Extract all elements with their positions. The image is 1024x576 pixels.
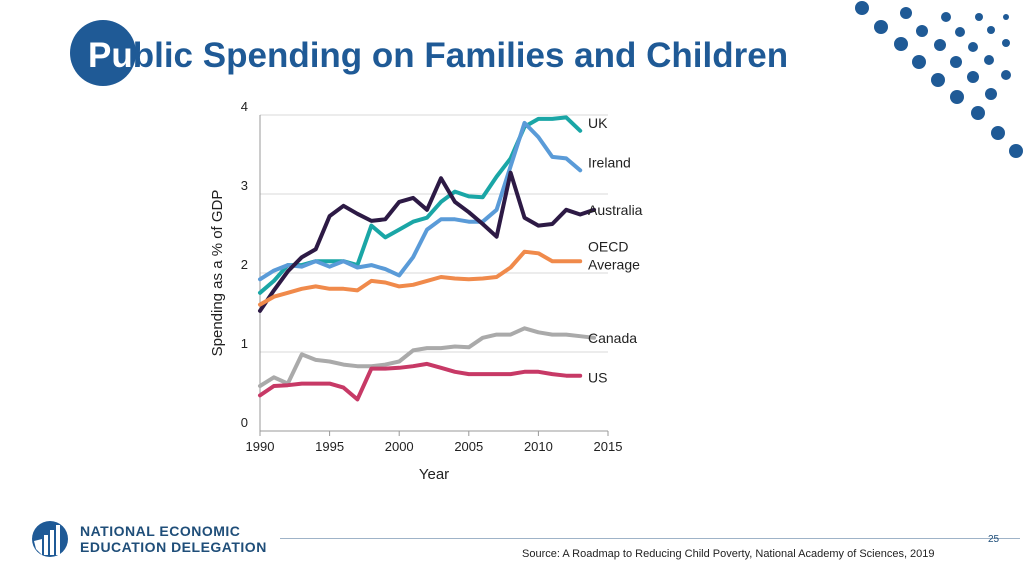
page-number: 25 [988, 534, 1000, 545]
decorative-dot [968, 42, 978, 52]
decorative-dot [874, 20, 888, 34]
decorative-dot [1001, 70, 1011, 80]
decorative-dot [931, 73, 945, 87]
series-line-canada [258, 326, 597, 388]
decorative-dot [971, 106, 985, 120]
line-chart: 0 1 2 3 4 1990 1995 2000 2005 2010 2015 Year Spendin… [209, 100, 643, 483]
source-citation: Source: A Roadmap to Reducing Child Pove… [522, 548, 935, 560]
y-tick-label: 4 [241, 100, 248, 114]
logo-line-2: EDUCATION DELEGATION [80, 539, 267, 555]
globe-icon [32, 521, 68, 557]
decorative-dot [950, 90, 964, 104]
series-label: Canada [588, 330, 637, 346]
decorative-dot [916, 25, 928, 37]
decorative-dot [967, 71, 979, 83]
decorative-dot [912, 55, 926, 69]
x-tick-label: 2010 [524, 439, 553, 454]
decorative-dot [1003, 14, 1009, 20]
decorative-dot [894, 37, 908, 51]
slide-title-rest: blic Spending on Families and Children [132, 36, 789, 75]
decorative-dot [991, 126, 1005, 140]
decorative-dot [955, 27, 965, 37]
decorative-dot [975, 13, 983, 21]
y-tick-label: 1 [241, 336, 248, 351]
y-tick-label: 2 [241, 257, 248, 272]
y-tick-label: 0 [241, 415, 248, 430]
series-label: Ireland [588, 154, 631, 170]
series-label: OECD Average [588, 239, 640, 273]
series-line-australia [258, 170, 597, 313]
decorative-dot [900, 7, 912, 19]
series-label: Australia [588, 202, 643, 218]
y-axis-title: Spending as a % of GDP [209, 190, 226, 357]
decorative-dot [984, 55, 994, 65]
x-tick-label: 1990 [246, 439, 275, 454]
series-line-us [258, 361, 583, 402]
series-line-ireland [258, 120, 583, 282]
series-label: US [588, 369, 607, 385]
slide-title-first-letters: Pu [88, 36, 133, 75]
nations-logo: NATIONAL ECONOMIC EDUCATION DELEGATION [30, 519, 280, 559]
decorative-dot [934, 39, 946, 51]
y-tick-label: 3 [241, 178, 248, 193]
decorative-dot [1009, 144, 1023, 158]
slide-title: Public Spending on Families and Children [88, 36, 788, 76]
x-tick-label: 2000 [385, 439, 414, 454]
decorative-dot [987, 26, 995, 34]
decorative-dot [950, 56, 962, 68]
series-line-oecd-average [258, 249, 583, 307]
decorative-dot [941, 12, 951, 22]
title-accent-circle [70, 20, 136, 86]
decorative-dot [855, 1, 869, 15]
footer-divider [280, 538, 1020, 539]
x-axis-title: Year [419, 466, 449, 483]
series-label: UK [588, 115, 608, 131]
decorative-dot [1002, 39, 1010, 47]
x-tick-label: 2005 [454, 439, 483, 454]
logo-wordmark: NATIONAL ECONOMIC EDUCATION DELEGATION [80, 523, 267, 555]
logo-line-1: NATIONAL ECONOMIC [80, 523, 241, 539]
x-tick-label: 1995 [315, 439, 344, 454]
decorative-dot [985, 88, 997, 100]
x-tick-label: 2015 [594, 439, 623, 454]
